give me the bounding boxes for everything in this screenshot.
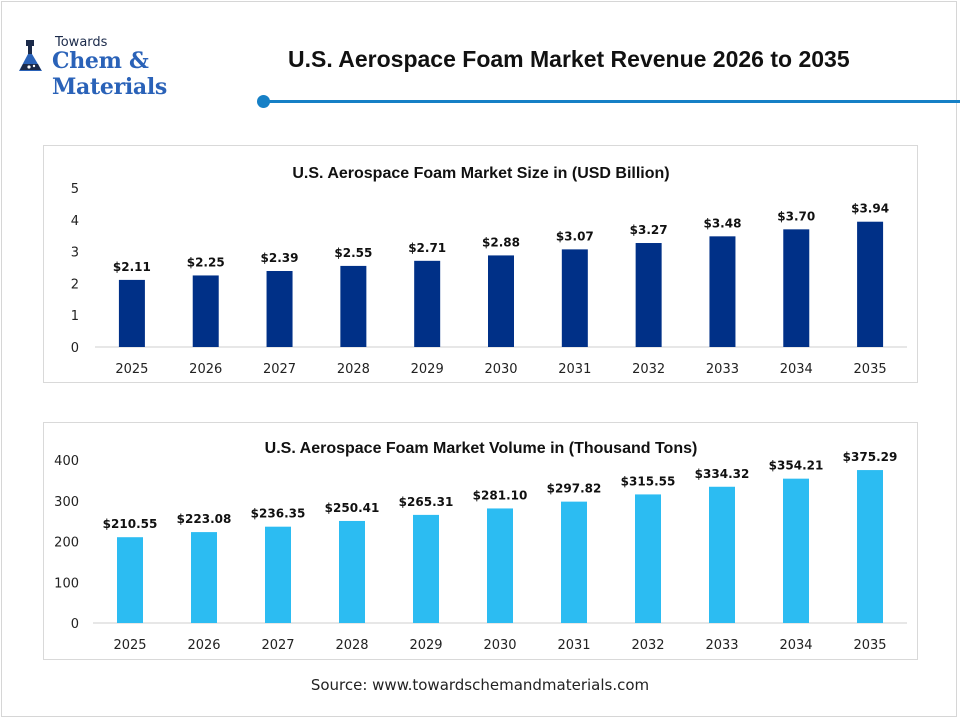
logo-towards-text: Towards [55,35,108,50]
x-tick-label: 2031 [557,638,590,653]
x-tick-label: 2030 [484,362,517,377]
title-rule-dot [257,95,270,108]
data-label: $223.08 [177,512,232,526]
bar [339,520,365,623]
bar [488,255,514,347]
data-label: $354.21 [769,459,824,473]
y-tick-label: 100 [54,576,79,591]
bar [783,229,810,347]
data-label: $2.55 [334,246,372,260]
data-label: $236.35 [251,507,306,521]
data-label: $250.41 [325,501,380,515]
bar [340,265,367,347]
x-tick-label: 2034 [780,362,813,377]
y-tick-label: 1 [71,309,79,324]
y-tick-label: 2 [71,277,79,292]
page-title: U.S. Aerospace Foam Market Revenue 2026 … [288,46,850,72]
bar [192,275,219,347]
bar [413,514,439,623]
data-label: $2.71 [408,241,446,255]
x-tick-label: 2034 [779,638,812,653]
bar [487,508,513,623]
data-label: $2.25 [187,255,225,269]
bar [857,470,883,623]
market-size-chart: U.S. Aerospace Foam Market Size in (USD … [43,145,918,383]
x-tick-label: 2027 [263,362,296,377]
market-size-chart-svg: U.S. Aerospace Foam Market Size in (USD … [71,165,907,377]
y-tick-label: 3 [71,246,79,261]
y-tick-label: 0 [71,617,79,632]
x-tick-label: 2030 [483,638,516,653]
x-tick-label: 2033 [706,362,739,377]
bar [635,494,661,623]
bar [118,279,145,347]
chart-title: U.S. Aerospace Foam Market Volume in (Th… [265,440,698,457]
data-label: $297.82 [547,482,602,496]
flask-icon [19,40,42,71]
x-tick-label: 2033 [705,638,738,653]
bar [266,270,293,347]
x-tick-label: 2025 [113,638,146,653]
title-rule [264,100,960,103]
bar [709,486,735,623]
x-tick-label: 2029 [411,362,444,377]
x-tick-label: 2035 [853,638,886,653]
market-volume-chart-svg: U.S. Aerospace Foam Market Volume in (Th… [54,440,907,653]
bar [191,532,217,623]
x-tick-label: 2025 [115,362,148,377]
x-tick-label: 2028 [337,362,370,377]
data-label: $3.07 [556,229,594,243]
market-volume-chart: U.S. Aerospace Foam Market Volume in (Th… [43,422,918,660]
bar [783,478,809,623]
data-label: $2.88 [482,235,520,249]
y-tick-label: 4 [71,214,79,229]
data-label: $2.11 [113,260,151,274]
data-label: $2.39 [261,251,299,265]
x-tick-label: 2029 [409,638,442,653]
bar [857,221,884,347]
chart-title: U.S. Aerospace Foam Market Size in (USD … [292,165,669,182]
bar [117,537,143,623]
data-label: $3.27 [630,223,668,237]
y-tick-label: 5 [71,182,79,197]
bar [561,249,588,347]
y-tick-label: 0 [71,341,79,356]
x-tick-label: 2035 [854,362,887,377]
data-label: $334.32 [695,467,750,481]
bar [635,243,662,347]
x-tick-label: 2026 [187,638,220,653]
logo-main-text: Chem & Materials [52,48,168,100]
bar [414,260,441,347]
bar [709,236,736,347]
y-tick-label: 300 [54,495,79,510]
x-tick-label: 2027 [261,638,294,653]
x-tick-label: 2032 [632,362,665,377]
bar [561,501,587,623]
x-tick-label: 2032 [631,638,664,653]
brand-logo: Towards Chem & Materials [16,34,266,100]
data-label: $375.29 [843,450,898,464]
data-label: $315.55 [621,474,676,488]
x-tick-label: 2026 [189,362,222,377]
x-tick-label: 2028 [335,638,368,653]
x-tick-label: 2031 [558,362,591,377]
data-label: $281.10 [473,488,528,502]
bar [265,526,291,623]
source-note: Source: www.towardschemandmaterials.com [310,676,650,694]
data-label: $3.70 [777,209,815,223]
data-label: $210.55 [103,517,158,531]
data-label: $265.31 [399,495,454,509]
y-tick-label: 400 [54,454,79,469]
y-tick-label: 200 [54,536,79,551]
data-label: $3.94 [851,202,889,216]
data-label: $3.48 [703,216,741,230]
